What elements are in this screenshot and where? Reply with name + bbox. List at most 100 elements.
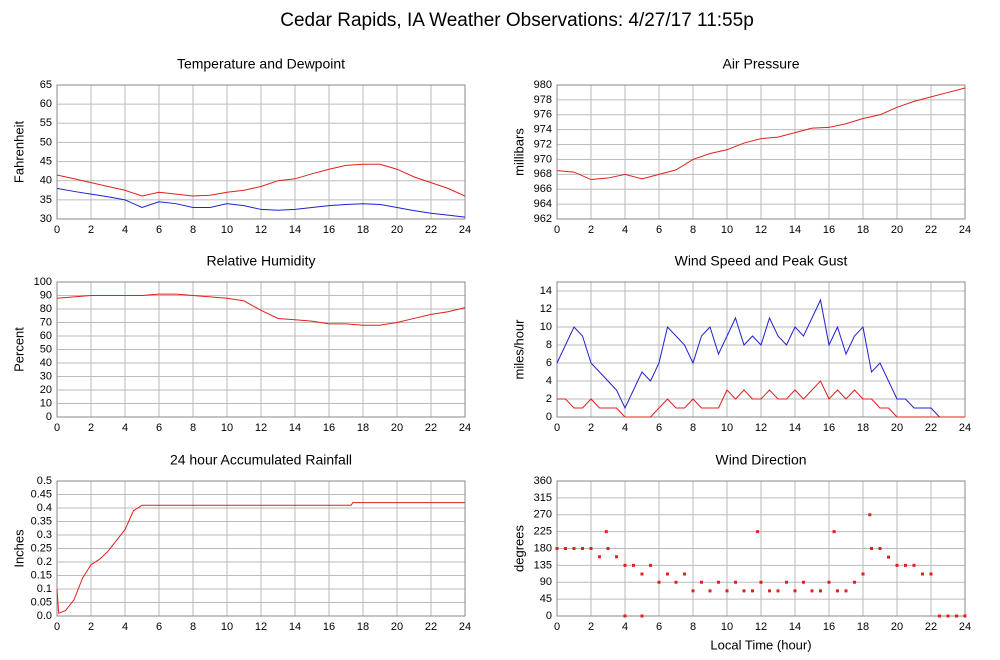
x-tick-label: 4: [122, 422, 128, 434]
x-tick-label: 18: [857, 621, 869, 633]
x-tick-label: 14: [789, 224, 801, 236]
data-point: [589, 547, 593, 550]
y-tick-label: 40: [40, 175, 52, 187]
data-point: [832, 530, 836, 534]
x-tick-label: 22: [925, 224, 937, 236]
y-tick-label: 55: [40, 117, 52, 129]
data-point: [785, 580, 788, 584]
data-point: [878, 547, 882, 550]
x-tick-label: 20: [391, 621, 403, 633]
y-tick-label: 270: [534, 509, 552, 521]
x-tick-label: 6: [156, 224, 162, 236]
plot-frame: [56, 281, 466, 418]
x-tick-label: 14: [789, 621, 801, 633]
data-point: [912, 563, 916, 567]
data-point: [844, 589, 848, 593]
data-point: [725, 589, 729, 593]
x-tick-label: 10: [221, 224, 233, 236]
x-tick-label: 0: [554, 621, 560, 633]
x-tick-label: 8: [190, 422, 196, 434]
x-tick-label: 4: [622, 621, 628, 633]
x-tick-label: 4: [122, 224, 128, 236]
data-point: [921, 572, 924, 576]
x-tick-label: 10: [721, 224, 733, 236]
data-point: [768, 589, 771, 593]
plot-frame: [56, 84, 466, 220]
x-tick-label: 2: [88, 422, 94, 434]
data-point: [649, 563, 652, 567]
y-axis-label: degrees: [511, 525, 526, 572]
data-line: [556, 298, 965, 418]
x-tick-label: 18: [857, 422, 869, 434]
y-tick-label: 8: [546, 339, 552, 351]
y-tick-label: 976: [534, 109, 552, 121]
data-point: [870, 547, 873, 550]
y-tick-label: 315: [534, 492, 552, 504]
data-point: [759, 580, 763, 584]
y-tick-label: 20: [40, 384, 52, 396]
y-tick-label: 60: [40, 98, 52, 110]
panel-title: Wind Direction: [715, 452, 806, 468]
x-tick-label: 8: [190, 621, 196, 633]
y-tick-label: 964: [534, 198, 552, 210]
y-tick-label: 50: [40, 343, 52, 355]
data-point: [666, 572, 669, 576]
data-point: [963, 614, 967, 618]
data-point: [623, 614, 627, 618]
x-tick-label: 14: [789, 422, 801, 434]
y-tick-label: 0.2: [37, 556, 52, 568]
x-tick-label: 24: [459, 422, 471, 434]
data-point: [955, 614, 958, 618]
data-point: [691, 589, 695, 593]
y-tick-label: 0: [546, 411, 552, 423]
y-tick-label: 0.45: [31, 488, 52, 500]
data-line: [56, 293, 466, 326]
x-tick-label: 0: [554, 422, 560, 434]
y-tick-label: 30: [40, 213, 52, 225]
x-tick-label: 24: [959, 621, 971, 633]
data-point: [836, 589, 839, 593]
x-tick-label: 18: [357, 224, 369, 236]
x-tick-label: 2: [588, 621, 594, 633]
x-tick-label: 10: [221, 422, 233, 434]
y-tick-label: 968: [534, 168, 552, 180]
data-point: [708, 589, 712, 593]
y-tick-label: 360: [534, 475, 552, 487]
x-tick-label: 10: [721, 422, 733, 434]
y-tick-label: 40: [40, 357, 52, 369]
x-tick-label: 0: [54, 224, 60, 236]
data-point: [598, 555, 601, 559]
y-tick-label: 10: [540, 321, 552, 333]
x-tick-label: 16: [823, 621, 835, 633]
data-point: [802, 580, 805, 584]
y-tick-label: 35: [40, 194, 52, 206]
y-axis-label: Fahrenheit: [11, 121, 26, 184]
plot-frame: [56, 480, 466, 617]
panel-title: Air Pressure: [722, 56, 799, 72]
x-tick-label: 12: [755, 422, 767, 434]
y-tick-label: 14: [540, 285, 552, 297]
y-tick-label: 962: [534, 213, 552, 225]
data-point: [751, 589, 754, 593]
y-tick-label: 0.3: [37, 529, 52, 541]
x-tick-label: 16: [323, 224, 335, 236]
y-tick-label: 974: [534, 124, 552, 136]
x-tick-label: 12: [755, 224, 767, 236]
x-tick-label: 22: [925, 422, 937, 434]
y-tick-label: 0.0: [37, 610, 52, 622]
data-point: [717, 580, 720, 584]
x-tick-label: 6: [156, 422, 162, 434]
y-tick-label: 4: [546, 375, 552, 387]
y-tick-label: 30: [40, 370, 52, 382]
x-tick-label: 2: [588, 224, 594, 236]
x-tick-label: 22: [425, 621, 437, 633]
data-point: [895, 563, 899, 567]
x-tick-label: 8: [690, 621, 696, 633]
x-tick-label: 10: [221, 621, 233, 633]
x-tick-label: 6: [656, 422, 662, 434]
plot-frame: [556, 281, 966, 418]
y-tick-label: 0.15: [31, 569, 52, 581]
panel-title: 24 hour Accumulated Rainfall: [170, 452, 352, 468]
data-point: [683, 572, 686, 576]
